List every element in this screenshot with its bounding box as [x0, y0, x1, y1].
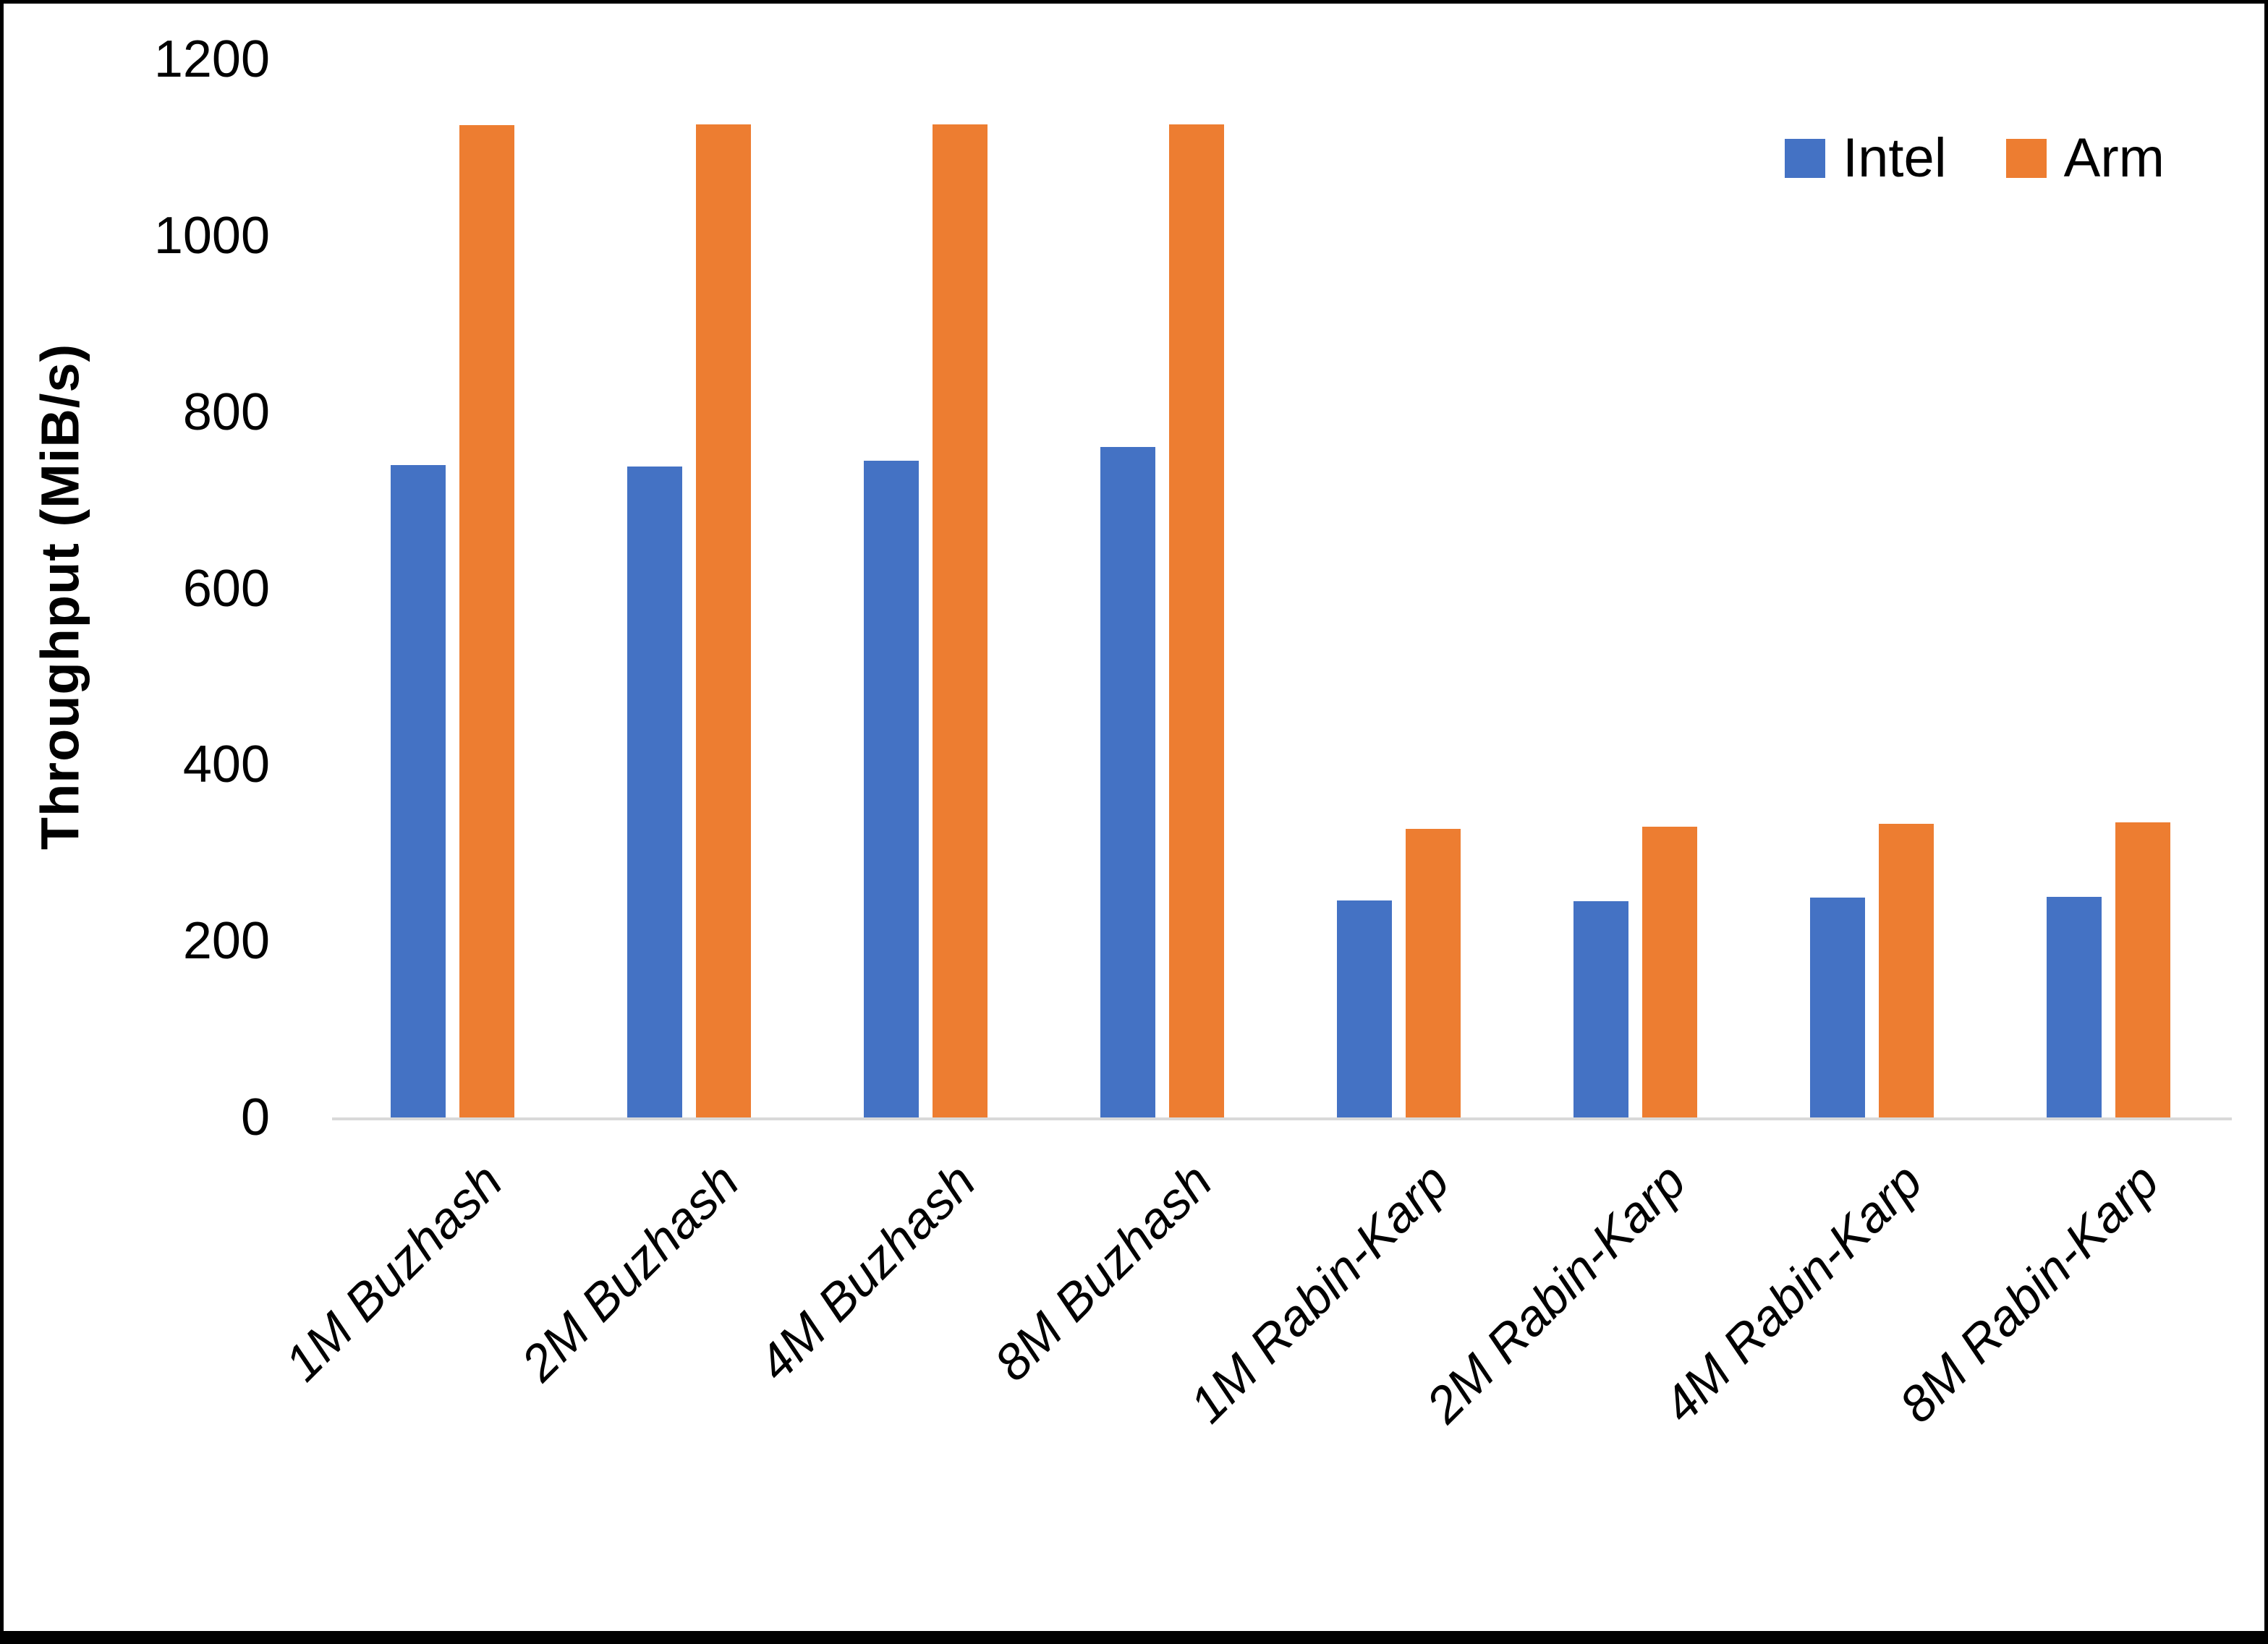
bar-intel-5 [1337, 900, 1392, 1117]
bar-intel-4 [1100, 447, 1155, 1117]
bar-arm-3 [933, 124, 988, 1117]
x-label-text: 1M Buzhash [274, 1152, 514, 1392]
legend-swatch-intel [1785, 139, 1825, 178]
x-label-text: 2M Buzhash [511, 1152, 750, 1392]
bar-intel-1 [391, 465, 446, 1117]
bar-arm-2 [696, 124, 751, 1117]
bar-intel-2 [627, 467, 682, 1117]
legend-item-arm: Arm [2005, 127, 2165, 189]
x-label-text: 4M Buzhash [747, 1152, 987, 1392]
bar-intel-7 [1810, 898, 1865, 1117]
legend: Intel Arm [1785, 131, 2165, 186]
bar-intel-6 [1573, 901, 1628, 1117]
x-label-text: 8M Buzhash [984, 1152, 1223, 1392]
legend-swatch-arm [2005, 139, 2047, 178]
bar-intel-8 [2047, 897, 2102, 1117]
y-tick-200: 200 [182, 912, 270, 971]
legend-item-intel: Intel [1785, 131, 1947, 186]
bar-arm-7 [1879, 824, 1934, 1117]
bar-arm-8 [2115, 822, 2170, 1117]
bar-arm-4 [1169, 124, 1224, 1117]
x-axis-line [332, 1117, 2232, 1120]
bar-arm-6 [1642, 827, 1697, 1117]
y-tick-1200: 1200 [153, 30, 270, 88]
y-tick-600: 600 [182, 559, 270, 618]
bar-intel-3 [864, 461, 919, 1117]
y-tick-400: 400 [182, 736, 270, 794]
legend-label-intel: Intel [1843, 127, 1947, 189]
bar-arm-5 [1406, 829, 1461, 1117]
y-tick-800: 800 [182, 383, 270, 441]
y-tick-1000: 1000 [153, 206, 270, 265]
bar-arm-1 [459, 125, 514, 1117]
legend-label-arm: Arm [2063, 127, 2165, 189]
y-tick-0: 0 [240, 1089, 270, 1146]
